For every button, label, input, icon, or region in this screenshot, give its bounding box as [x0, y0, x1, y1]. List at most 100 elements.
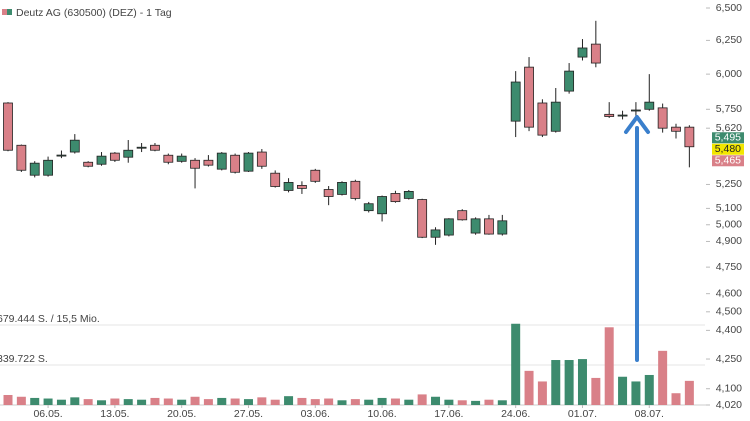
- x-tick-label: 06.05.: [33, 408, 62, 420]
- volume-bar: [604, 327, 614, 405]
- volume-bar: [471, 400, 481, 405]
- volume-bar: [3, 394, 13, 405]
- candle-body: [550, 101, 561, 132]
- candle-body: [123, 149, 134, 158]
- volume-bar: [484, 399, 494, 405]
- y-tick-label: 6,250: [716, 34, 742, 46]
- volume-bar: [110, 398, 120, 405]
- candle-body: [403, 191, 414, 199]
- candle-body: [96, 155, 107, 165]
- volume-bar: [524, 370, 534, 405]
- volume-bar: [671, 393, 681, 405]
- candle-body: [243, 152, 254, 172]
- volume-bar: [217, 397, 227, 405]
- candle-body: [323, 189, 334, 197]
- candle-body: [510, 81, 521, 122]
- price-badge: [712, 143, 744, 155]
- volume-bar: [243, 399, 253, 405]
- volume-bar: [364, 399, 374, 405]
- price-badge-label: 5,480: [715, 143, 741, 155]
- y-tick-label: 5,750: [716, 103, 742, 115]
- x-tick-label: 01.07.: [568, 408, 597, 420]
- y-tick-label: 4,100: [716, 383, 742, 395]
- volume-bar: [230, 398, 240, 405]
- price-badge-label: 5,465: [715, 155, 741, 167]
- volume-bar: [30, 397, 40, 405]
- volume-tick-label: 679.444 S. / 15,5 Mio.: [0, 313, 100, 325]
- chart-title: Deutz AG (630500) (DEZ) - 1 Tag: [16, 7, 172, 19]
- x-tick-label: 10.06.: [367, 408, 396, 420]
- volume-bar: [297, 397, 307, 405]
- x-tick-label: 20.05.: [167, 408, 196, 420]
- x-tick-label: 17.06.: [434, 408, 463, 420]
- volume-bar: [457, 400, 467, 405]
- candle-body: [256, 151, 267, 167]
- candle-body: [604, 113, 615, 117]
- y-tick-label: 5,250: [716, 178, 742, 190]
- legend-swatch: [2, 9, 7, 15]
- volume-bar: [190, 396, 200, 405]
- x-tick-label: 13.05.: [100, 408, 129, 420]
- candle-body: [631, 109, 641, 112]
- candle-body: [203, 159, 214, 166]
- volume-bar: [644, 374, 654, 405]
- candle-body: [590, 43, 601, 64]
- y-tick-label: 4,500: [716, 306, 742, 318]
- volume-bar: [591, 377, 601, 405]
- y-tick-label: 4,250: [716, 353, 742, 365]
- volume-bar: [537, 381, 547, 405]
- candle-body: [564, 70, 575, 92]
- y-tick-label: 5,000: [716, 219, 742, 231]
- candle-body: [470, 218, 481, 234]
- volume-bar: [431, 396, 441, 405]
- volume-bar: [163, 398, 173, 405]
- volume-bar: [177, 399, 187, 405]
- volume-bar: [324, 398, 334, 405]
- volume-bar: [377, 397, 387, 405]
- volume-bar: [284, 396, 294, 405]
- candle-body: [283, 182, 294, 191]
- volume-bar: [123, 399, 133, 405]
- volume-bar: [684, 380, 694, 405]
- candle-body: [417, 199, 428, 238]
- volume-bar: [564, 360, 574, 405]
- candle-body: [310, 169, 321, 182]
- candle-body: [150, 144, 160, 151]
- price-badge: [712, 132, 744, 144]
- candle-body: [270, 172, 281, 187]
- y-tick-label: 4,400: [716, 324, 742, 336]
- x-tick-label: 27.05.: [234, 408, 263, 420]
- volume-bar: [444, 399, 454, 405]
- candle-body: [537, 102, 548, 136]
- volume-bar: [631, 381, 641, 405]
- candle-body: [136, 146, 147, 149]
- candle-body: [216, 152, 227, 170]
- y-tick-label: 6,500: [716, 2, 742, 14]
- candle-body: [350, 180, 361, 199]
- candle-body: [430, 229, 441, 238]
- volume-bar: [310, 399, 320, 405]
- price-badge-label: 5,495: [715, 132, 741, 144]
- candle-body: [684, 126, 695, 148]
- candle-body: [644, 101, 655, 110]
- volume-bar: [511, 323, 521, 405]
- volume-bar: [618, 376, 628, 405]
- volume-bar: [83, 399, 93, 405]
- price-badge: [712, 155, 744, 167]
- volume-bar: [150, 397, 160, 405]
- candle-body: [83, 161, 94, 167]
- volume-bar: [16, 396, 26, 405]
- candle-body: [16, 144, 27, 171]
- volume-bar: [658, 350, 668, 405]
- volume-bar: [404, 399, 414, 405]
- candle-body: [497, 220, 508, 235]
- volume-tick-label: 339.722 S.: [0, 353, 48, 365]
- candle-body: [363, 203, 374, 212]
- annotation-arrow: [624, 115, 650, 362]
- volume-bar: [56, 399, 66, 405]
- y-tick-label: 5,620: [716, 122, 742, 134]
- y-tick-label: 4,600: [716, 287, 742, 299]
- volume-bar: [270, 399, 280, 405]
